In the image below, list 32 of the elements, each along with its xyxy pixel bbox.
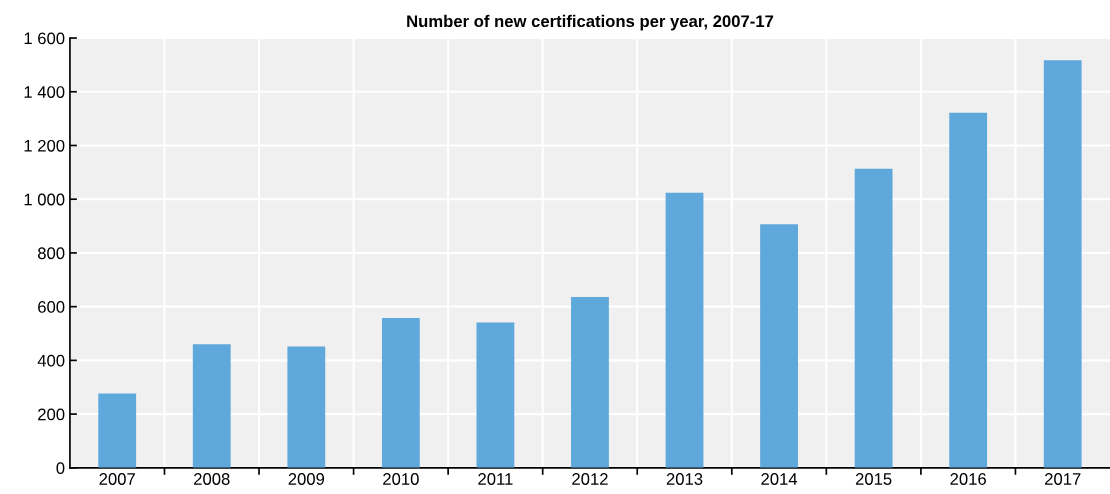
y-tick-label: 1 600 (24, 32, 65, 45)
bar (854, 168, 893, 468)
chart-title: Number of new certifications per year, 2007-17 (407, 14, 774, 31)
x-tick-label: 2013 (666, 473, 703, 485)
x-tick-label: 2016 (950, 473, 986, 485)
bar (98, 393, 137, 468)
x-tick-label: 2011 (478, 473, 513, 485)
bar (949, 112, 988, 468)
y-tick-label: 0 (56, 462, 65, 475)
y-tick-label: 200 (38, 408, 65, 421)
x-tick-label: 2017 (1045, 473, 1081, 485)
bar (287, 346, 326, 468)
y-tick-label: 800 (37, 247, 65, 260)
bar (571, 296, 609, 468)
bar (665, 192, 704, 468)
x-tick-label: 2009 (288, 473, 325, 485)
y-tick-label: 1 000 (24, 193, 65, 206)
y-tick-label: 1 200 (24, 139, 65, 152)
bar (192, 344, 231, 468)
bar (476, 322, 515, 468)
bar (1043, 60, 1082, 468)
x-tick-label: 2012 (572, 473, 608, 485)
x-tick-label: 2008 (194, 473, 230, 485)
y-tick-label: 400 (37, 354, 65, 367)
x-tick-label: 2015 (855, 473, 892, 485)
bar (760, 224, 798, 468)
y-tick-label: 600 (38, 301, 65, 313)
x-tick-label: 2014 (761, 473, 798, 485)
x-tick-label: 2010 (383, 473, 419, 485)
x-tick-label: 2007 (99, 473, 135, 485)
bar (381, 317, 420, 468)
y-tick-label: 1 400 (24, 86, 65, 98)
